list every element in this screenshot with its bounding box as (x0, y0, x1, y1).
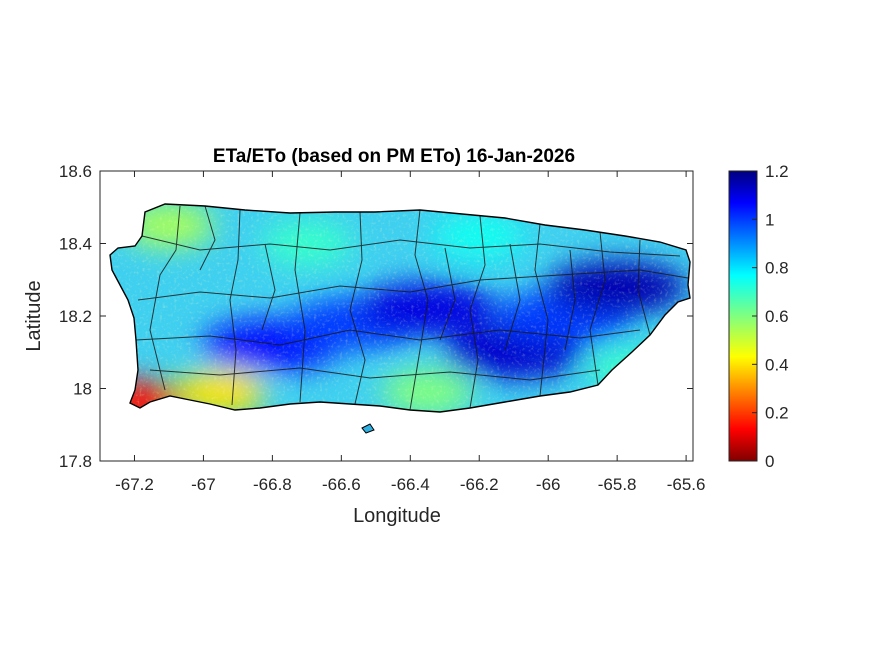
y-tick-label: 18 (73, 380, 92, 399)
caja-de-muertos-islet (361, 423, 375, 434)
island-coastline (109, 203, 691, 413)
colorbar-tick-label: 1 (765, 210, 774, 229)
y-tick-label: 18.6 (59, 162, 92, 181)
colorbar-tick-label: 0 (765, 452, 774, 471)
colorbar-tick-label: 0.4 (765, 355, 789, 374)
colorbar-tick-label: 0.6 (765, 307, 789, 326)
colorbar-tick-label: 1.2 (765, 162, 789, 181)
x-tick-label: -66.4 (391, 475, 430, 494)
x-tick-label: -66.6 (322, 475, 361, 494)
colorbar-tick-label: 0.8 (765, 259, 789, 278)
map-title: ETa/ETo (based on PM ETo) 16-Jan-2026 (213, 146, 575, 167)
y-axis-label: Latitude (23, 280, 45, 351)
x-tick-label: -67.2 (115, 475, 154, 494)
x-tick-label: -66.2 (460, 475, 499, 494)
municipality-boundaries (135, 205, 689, 411)
y-axis: 18.6 18.4 18.2 18 17.8 (59, 162, 693, 471)
x-axis: -67.2 -67 -66.8 -66.6 -66.4 -66.2 -66 -65.8 -65.… (115, 171, 705, 494)
colorbar-tick-label: 0.2 (765, 404, 789, 423)
x-tick-label: -66 (536, 475, 561, 494)
x-tick-label: -67 (191, 475, 216, 494)
y-tick-label: 18.4 (59, 235, 92, 254)
x-tick-label: -66.8 (253, 475, 292, 494)
colorbar-ticks: 1.2 1 0.8 0.6 0.4 0.2 0 (752, 162, 789, 471)
y-tick-label: 18.2 (59, 307, 92, 326)
x-tick-label: -65.8 (598, 475, 637, 494)
island-heatmap (110, 204, 690, 412)
x-axis-label: Longitude (353, 505, 441, 527)
x-tick-label: -65.6 (667, 475, 706, 494)
y-tick-label: 17.8 (59, 452, 92, 471)
